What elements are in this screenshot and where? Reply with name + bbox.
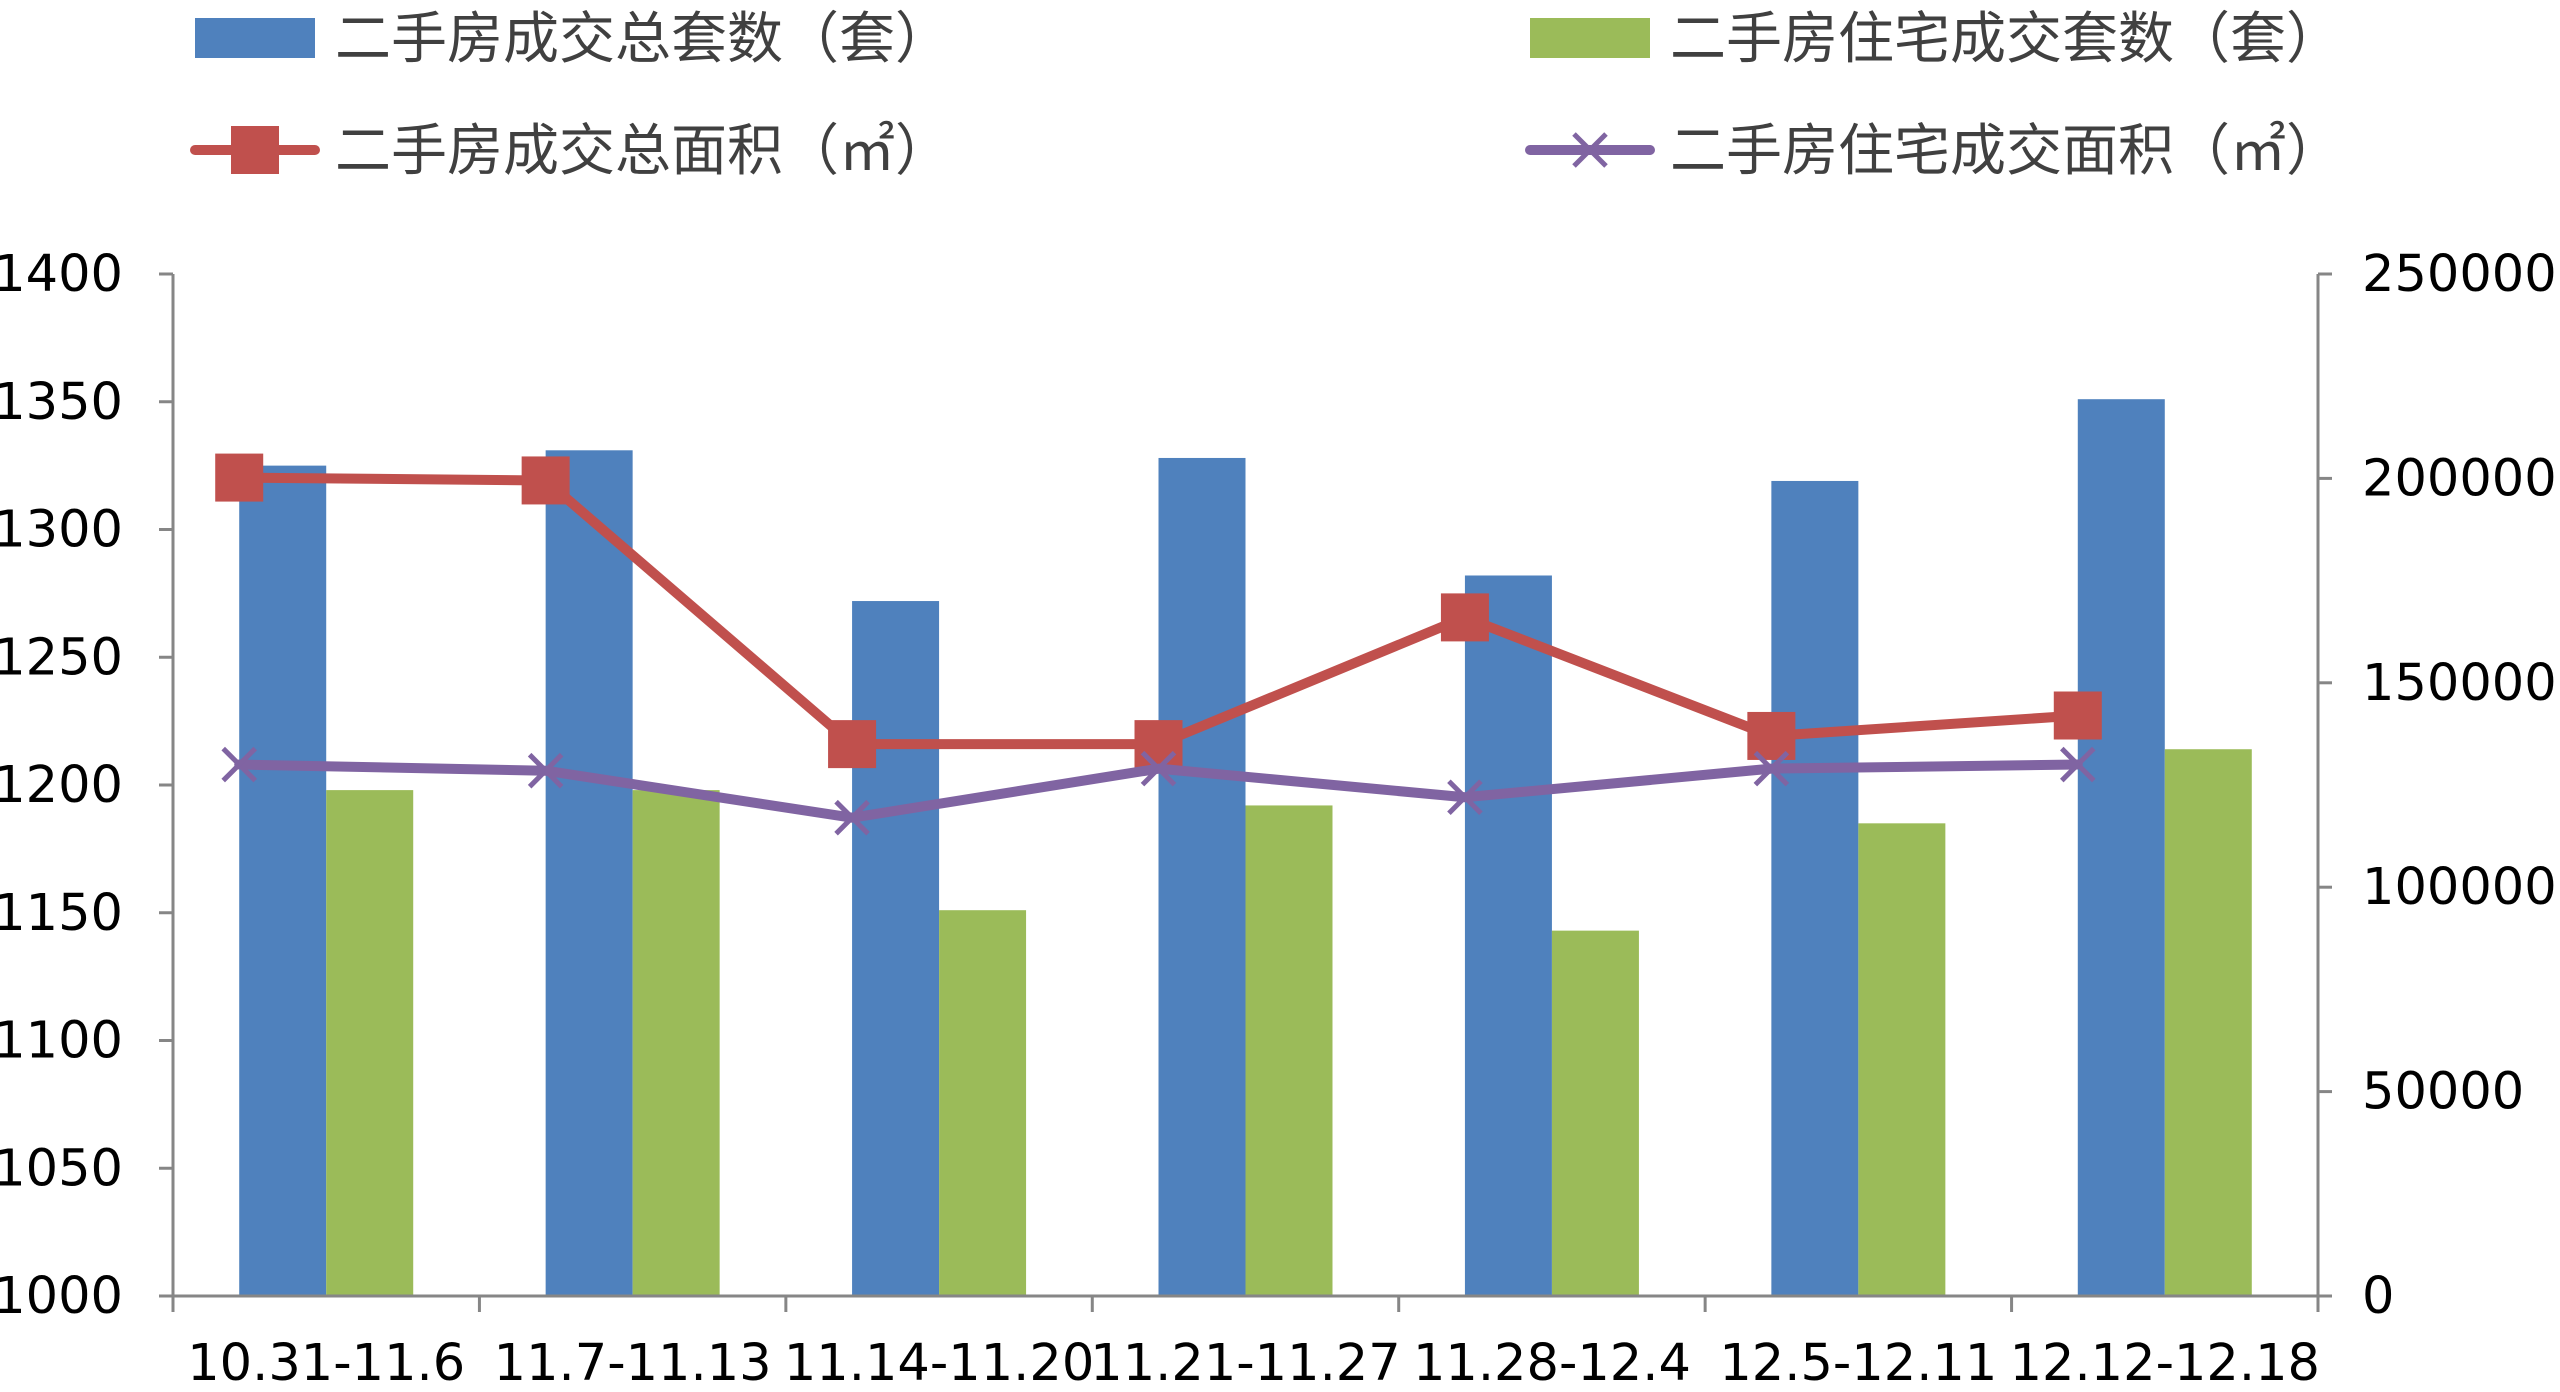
x-tick-label: 11.28-12.4 (1413, 1334, 1691, 1392)
y-right-tick-label: 100000 (2362, 858, 2557, 917)
legend-swatch (1530, 18, 1650, 58)
y-left-tick-label: 1300 (0, 501, 123, 560)
bar-residential-units-0 (326, 790, 414, 1296)
x-tick-label: 11.7-11.13 (494, 1334, 772, 1392)
legend: 二手房成交总套数（套） 二手房住宅成交套数（套） 二手房成交总面积（㎡） 二手房住宅成… (190, 7, 2342, 184)
bar-residential-units-6 (2164, 749, 2252, 1296)
point-total-area-1 (521, 456, 570, 505)
x-marker-stroke (1140, 750, 1177, 787)
x-tick-label: 11.21-11.27 (1090, 1334, 1400, 1392)
legend-marker-square (231, 126, 279, 174)
y-left-tick-label: 1250 (0, 628, 123, 687)
legend-label: 二手房成交总套数（套） (335, 7, 951, 72)
bar-residential-units-5 (1858, 823, 1946, 1296)
axes-layer: 1000 1050 1100 1150 1200 1250 1300 1350 1400 0 500… (0, 245, 2557, 1392)
y-right-tick-label: 250000 (2362, 245, 2557, 304)
x-marker-stroke (834, 799, 870, 836)
point-total-area-3 (1134, 720, 1183, 769)
point-residential-area-6 (2060, 746, 2096, 783)
legend-item-1: 二手房住宅成交套数（套） (1530, 7, 2342, 72)
lines-layer (215, 453, 2102, 836)
bar-total-units-5 (1771, 480, 1859, 1297)
y-left-tick-label: 1400 (0, 245, 123, 304)
y-left-tick-label: 1200 (0, 756, 123, 815)
y-left-tick-label: 1350 (0, 373, 123, 432)
bar-total-units-6 (2077, 399, 2165, 1296)
x-marker-stroke (527, 752, 564, 789)
legend-label: 二手房住宅成交套数（套） (1670, 7, 2342, 72)
bars-layer (239, 399, 2252, 1297)
point-residential-area-0 (221, 746, 257, 783)
bar-total-units-4 (1464, 575, 1552, 1296)
point-residential-area-1 (527, 752, 564, 789)
bar-residential-units-2 (939, 910, 1027, 1296)
point-total-area-0 (215, 453, 264, 502)
point-total-area-5 (1747, 711, 1796, 760)
legend-marker-x (1572, 132, 1608, 168)
legend-item-0: 二手房成交总套数（套） (195, 7, 951, 72)
legend-item-3: 二手房住宅成交面积（㎡） (1525, 119, 2342, 184)
legend-label: 二手房成交总面积（㎡） (335, 119, 951, 184)
legend-item-2: 二手房成交总面积（㎡） (190, 119, 951, 184)
point-total-area-2 (828, 720, 877, 769)
y-right-tick-label: 200000 (2362, 449, 2557, 508)
point-residential-area-4 (1447, 779, 1483, 816)
bar-total-units-2 (852, 601, 940, 1296)
x-marker-stroke (221, 746, 257, 783)
legend-label: 二手房住宅成交面积（㎡） (1670, 119, 2342, 184)
bar-total-units-1 (545, 450, 633, 1296)
x-marker-stroke (1447, 779, 1483, 816)
x-tick-label: 12.12-12.18 (2010, 1334, 2320, 1392)
x-tick-label: 11.14-11.20 (784, 1334, 1094, 1392)
x-marker-stroke (2060, 746, 2096, 783)
legend-swatch (195, 18, 315, 58)
y-right-tick-label: 0 (2362, 1267, 2394, 1326)
y-left-tick-label: 1000 (0, 1267, 123, 1326)
y-left-tick-label: 1100 (0, 1012, 123, 1071)
bar-total-units-3 (1158, 457, 1246, 1297)
bar-residential-units-4 (1551, 930, 1639, 1296)
y-right-tick-label: 50000 (2362, 1063, 2524, 1122)
x-tick-label: 10.31-11.6 (187, 1334, 465, 1392)
x-marker-stroke (1753, 750, 1790, 787)
point-residential-area-5 (1753, 750, 1790, 787)
bar-residential-units-3 (1245, 805, 1333, 1296)
point-residential-area-3 (1140, 750, 1177, 787)
x-tick-label: 12.5-12.11 (1719, 1334, 1997, 1392)
y-right-tick-label: 150000 (2362, 654, 2557, 713)
point-total-area-6 (2053, 691, 2102, 740)
y-left-tick-label: 1150 (0, 884, 123, 943)
bar-total-units-0 (239, 465, 327, 1296)
y-left-tick-label: 1050 (0, 1139, 123, 1198)
bar-residential-units-1 (632, 790, 720, 1296)
point-residential-area-2 (834, 799, 870, 836)
point-total-area-4 (1440, 593, 1489, 642)
